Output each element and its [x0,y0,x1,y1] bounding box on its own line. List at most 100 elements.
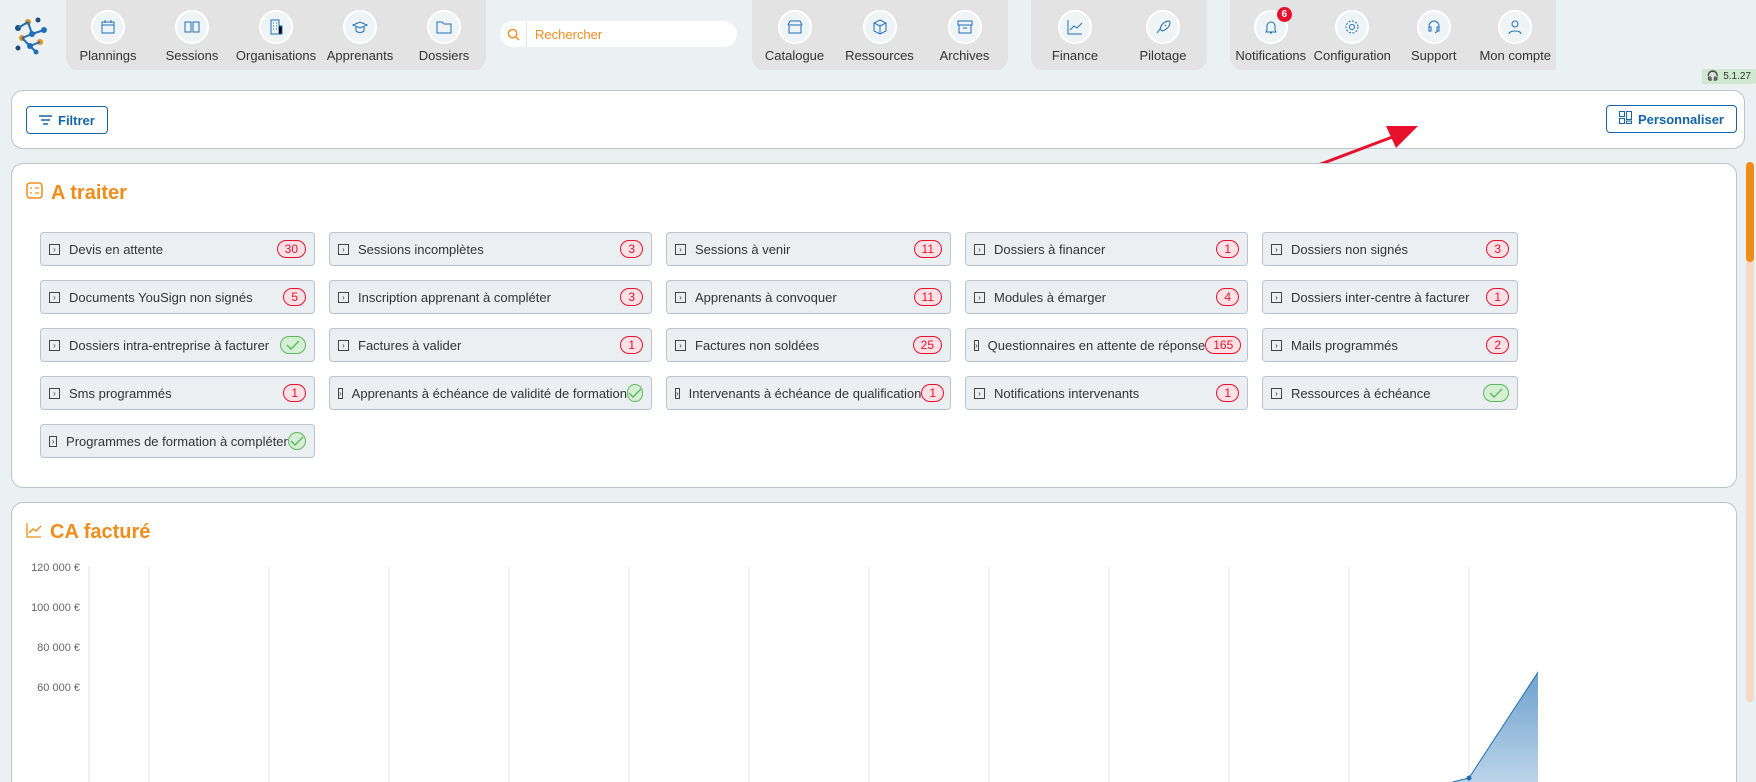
scrollbar-thumb[interactable] [1746,162,1754,262]
nav-label: Dossiers [418,48,470,63]
todo-count-badge: 1 [921,384,945,402]
todo-item[interactable]: › Sessions à venir 11 [666,232,951,266]
todo-count-badge: 11 [913,240,942,258]
open-panel-icon: › [338,291,349,303]
nav-organisations[interactable]: Organisations [234,0,318,70]
nav-dossiers[interactable]: Dossiers [402,0,486,70]
search-bar[interactable] [500,21,737,47]
checklist-icon [26,182,43,205]
todo-item[interactable]: › Dossiers à financer 1 [965,232,1248,266]
todo-item-label: Questionnaires en attente de réponse [987,337,1206,353]
todo-item-label: Documents YouSign non signés [69,289,253,305]
nav-label: Apprenants [326,48,394,63]
open-panel-icon: › [1271,291,1282,303]
nav-ressources[interactable]: Ressources [837,0,922,70]
version-text: 5.1.27 [1723,71,1751,82]
nav-label: Plannings [79,48,137,63]
todo-item[interactable]: › Questionnaires en attente de réponse 165 [965,328,1248,362]
todo-count-badge: 4 [1216,288,1239,306]
todo-item-label: Apprenants à échéance de validité de for… [351,385,628,401]
todo-item-label: Dossiers intra-entreprise à facturer [69,337,270,353]
todo-count-badge: 25 [912,336,942,354]
check-icon [287,432,306,450]
nav-plannings[interactable]: Plannings [66,0,150,70]
nav-configuration[interactable]: Configuration [1312,0,1394,70]
nav-label: Mon compte [1479,48,1552,63]
nav-support[interactable]: Support [1393,0,1475,70]
nav-group-account: 6 Notifications Configuration Support Mon co… [1230,0,1556,70]
top-navigation: Plannings Sessions Organisations Apprenants… [0,0,1756,84]
nav-mon-compte[interactable]: Mon compte [1475,0,1557,70]
building-icon [259,10,293,44]
app-logo[interactable] [10,14,52,56]
todo-item-label: Devis en attente [69,241,163,257]
todo-item[interactable]: › Apprenants à échéance de validité de fo… [329,376,652,410]
data-point [1466,775,1472,781]
todo-item-label: Modules à émarger [994,289,1106,305]
revenue-card: CA facturé 120 000 € 100 000 € 80 000 € 60 … [11,502,1737,782]
revenue-title: CA facturé [26,521,150,544]
nav-label: Catalogue [764,48,825,63]
todo-item[interactable]: › Mails programmés 2 [1262,328,1518,362]
todo-item[interactable]: › Dossiers intra-entreprise à facturer [40,328,315,362]
todo-item-label: Mails programmés [1291,337,1398,353]
todo-item-label: Sms programmés [69,385,172,401]
todo-item[interactable]: › Factures non soldées 25 [666,328,951,362]
todo-count-badge: 1 [620,336,643,354]
open-panel-icon: › [974,291,985,303]
open-panel-icon: › [675,339,686,351]
graduation-cap-icon [343,10,377,44]
todo-item[interactable]: › Documents YouSign non signés 5 [40,280,315,314]
y-tick-label: 120 000 € [31,562,80,574]
todo-title: A traiter [26,182,127,205]
customize-button[interactable]: Personnaliser [1606,105,1737,133]
todo-card: A traiter › Devis en attente 30 › Sessions i… [11,163,1737,488]
todo-item[interactable]: › Inscription apprenant à compléter 3 [329,280,652,314]
nav-group-main: Plannings Sessions Organisations Apprenants… [66,0,486,70]
todo-item-label: Intervenants à échéance de qualification [688,385,922,401]
nav-label: Configuration [1313,48,1391,63]
todo-item[interactable]: › Programmes de formation à compléter [40,424,315,458]
open-panel-icon: › [49,339,60,351]
todo-count-badge: 2 [1486,336,1509,354]
scrollbar[interactable] [1746,162,1754,702]
filter-label: Filtrer [58,112,95,128]
nav-pilotage[interactable]: Pilotage [1119,0,1207,70]
todo-count-badge: 3 [620,240,643,258]
search-input[interactable] [527,26,727,42]
nav-notifications[interactable]: 6 Notifications [1230,0,1312,70]
todo-item[interactable]: › Apprenants à convoquer 11 [666,280,951,314]
filter-button[interactable]: Filtrer [26,106,108,134]
nav-sessions[interactable]: Sessions [150,0,234,70]
todo-count-badge: 1 [283,384,306,402]
todo-item[interactable]: › Dossiers inter-centre à facturer 1 [1262,280,1518,314]
nav-apprenants[interactable]: Apprenants [318,0,402,70]
nav-archives[interactable]: Archives [922,0,1007,70]
todo-item[interactable]: › Modules à émarger 4 [965,280,1248,314]
todo-count-badge: 3 [1486,240,1509,258]
nav-finance[interactable]: Finance [1031,0,1119,70]
todo-item[interactable]: › Devis en attente 30 [40,232,315,266]
open-panel-icon: › [1271,339,1282,351]
todo-item[interactable]: › Intervenants à échéance de qualificatio… [666,376,951,410]
todo-item[interactable]: › Dossiers non signés 3 [1262,232,1518,266]
gear-icon [1335,10,1370,44]
todo-count-badge: 5 [283,288,306,306]
filter-icon [39,113,52,128]
open-panel-icon: › [675,243,686,255]
todo-count-badge: 30 [276,240,306,258]
nav-catalogue[interactable]: Catalogue [752,0,837,70]
todo-item-label: Factures à valider [358,337,462,353]
todo-item[interactable]: › Factures à valider 1 [329,328,652,362]
nav-label: Pilotage [1139,48,1187,63]
todo-item[interactable]: › Ressources à échéance [1262,376,1518,410]
todo-count-badge: 1 [1216,384,1239,402]
todo-item[interactable]: › Notifications intervenants 1 [965,376,1248,410]
todo-item[interactable]: › Sessions incomplètes 3 [329,232,652,266]
todo-item[interactable]: › Sms programmés 1 [40,376,315,410]
todo-item-label: Dossiers à financer [994,241,1106,257]
calendar-icon [91,10,125,44]
todo-item-label: Notifications intervenants [994,385,1140,401]
todo-item-label: Sessions incomplètes [358,241,484,257]
line-chart-icon [26,521,42,544]
